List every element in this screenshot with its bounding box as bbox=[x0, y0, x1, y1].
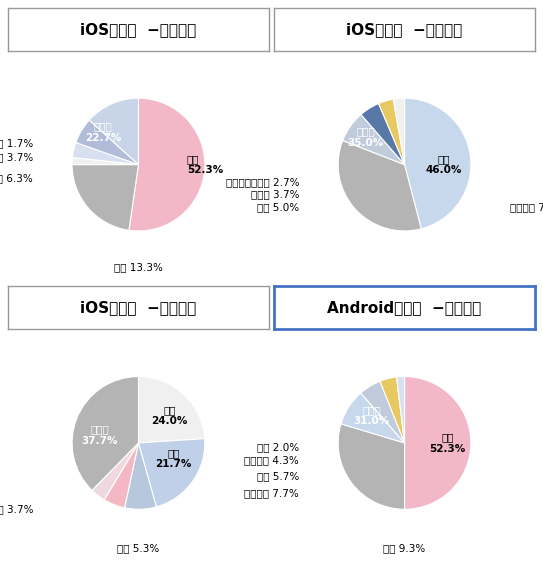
Wedge shape bbox=[361, 103, 405, 165]
Text: 米国
46.0%: 米国 46.0% bbox=[425, 154, 462, 176]
Text: ドイツ 3.7%: ドイツ 3.7% bbox=[251, 189, 299, 199]
Text: オーストラリア 3.7%: オーストラリア 3.7% bbox=[0, 504, 33, 514]
Wedge shape bbox=[129, 98, 205, 231]
Wedge shape bbox=[361, 381, 405, 443]
Wedge shape bbox=[76, 120, 138, 165]
Wedge shape bbox=[405, 98, 471, 229]
Text: iOSアプリ  −米国市場: iOSアプリ −米国市場 bbox=[346, 22, 463, 37]
Wedge shape bbox=[72, 165, 138, 230]
Wedge shape bbox=[378, 99, 405, 165]
Wedge shape bbox=[72, 377, 138, 490]
Wedge shape bbox=[380, 377, 405, 443]
Text: 米国 9.3%: 米国 9.3% bbox=[383, 543, 426, 553]
Wedge shape bbox=[341, 393, 405, 443]
Wedge shape bbox=[396, 377, 405, 443]
Text: 米国 13.3%: 米国 13.3% bbox=[114, 262, 163, 272]
Text: 中国
24.0%: 中国 24.0% bbox=[151, 405, 188, 427]
Text: 韓国 3.7%: 韓国 3.7% bbox=[0, 152, 33, 162]
Wedge shape bbox=[138, 377, 205, 443]
Text: 英国 5.0%: 英国 5.0% bbox=[257, 203, 299, 212]
Wedge shape bbox=[138, 438, 205, 507]
Wedge shape bbox=[338, 424, 405, 509]
Text: その他
22.7%: その他 22.7% bbox=[85, 121, 122, 143]
Text: 韓国 2.0%: 韓国 2.0% bbox=[257, 442, 299, 452]
Text: 日本
52.3%: 日本 52.3% bbox=[187, 154, 223, 176]
Wedge shape bbox=[72, 143, 138, 165]
Text: その他
31.0%: その他 31.0% bbox=[353, 405, 390, 427]
Text: フィンランド 1.7%: フィンランド 1.7% bbox=[0, 137, 33, 148]
Wedge shape bbox=[89, 98, 138, 165]
Text: フランス 6.3%: フランス 6.3% bbox=[0, 174, 33, 183]
Text: 日本 5.3%: 日本 5.3% bbox=[117, 543, 160, 553]
Text: 米国
21.7%: 米国 21.7% bbox=[155, 448, 192, 469]
Text: その他
37.7%: その他 37.7% bbox=[81, 424, 118, 446]
Wedge shape bbox=[72, 157, 138, 165]
Text: その他
35.0%: その他 35.0% bbox=[348, 127, 383, 148]
Wedge shape bbox=[343, 115, 405, 165]
Wedge shape bbox=[393, 98, 405, 165]
Text: 英国 5.7%: 英国 5.7% bbox=[257, 471, 299, 481]
Wedge shape bbox=[104, 443, 138, 508]
Wedge shape bbox=[124, 443, 156, 509]
Text: iOSアプリ  −中国市場: iOSアプリ −中国市場 bbox=[80, 300, 197, 315]
Text: フランス 7.7%: フランス 7.7% bbox=[244, 488, 299, 499]
Text: 日本
52.3%: 日本 52.3% bbox=[430, 432, 465, 454]
Wedge shape bbox=[92, 443, 138, 500]
Text: フランス 4.3%: フランス 4.3% bbox=[244, 455, 299, 465]
Text: Androidアプリ  −日本市場: Androidアプリ −日本市場 bbox=[327, 300, 482, 315]
Wedge shape bbox=[405, 377, 471, 509]
Text: オーストラリア 2.7%: オーストラリア 2.7% bbox=[225, 177, 299, 187]
Text: iOSアプリ  −日本市場: iOSアプリ −日本市場 bbox=[80, 22, 197, 37]
Text: フランス 7.7%: フランス 7.7% bbox=[510, 203, 543, 212]
Wedge shape bbox=[338, 140, 421, 231]
